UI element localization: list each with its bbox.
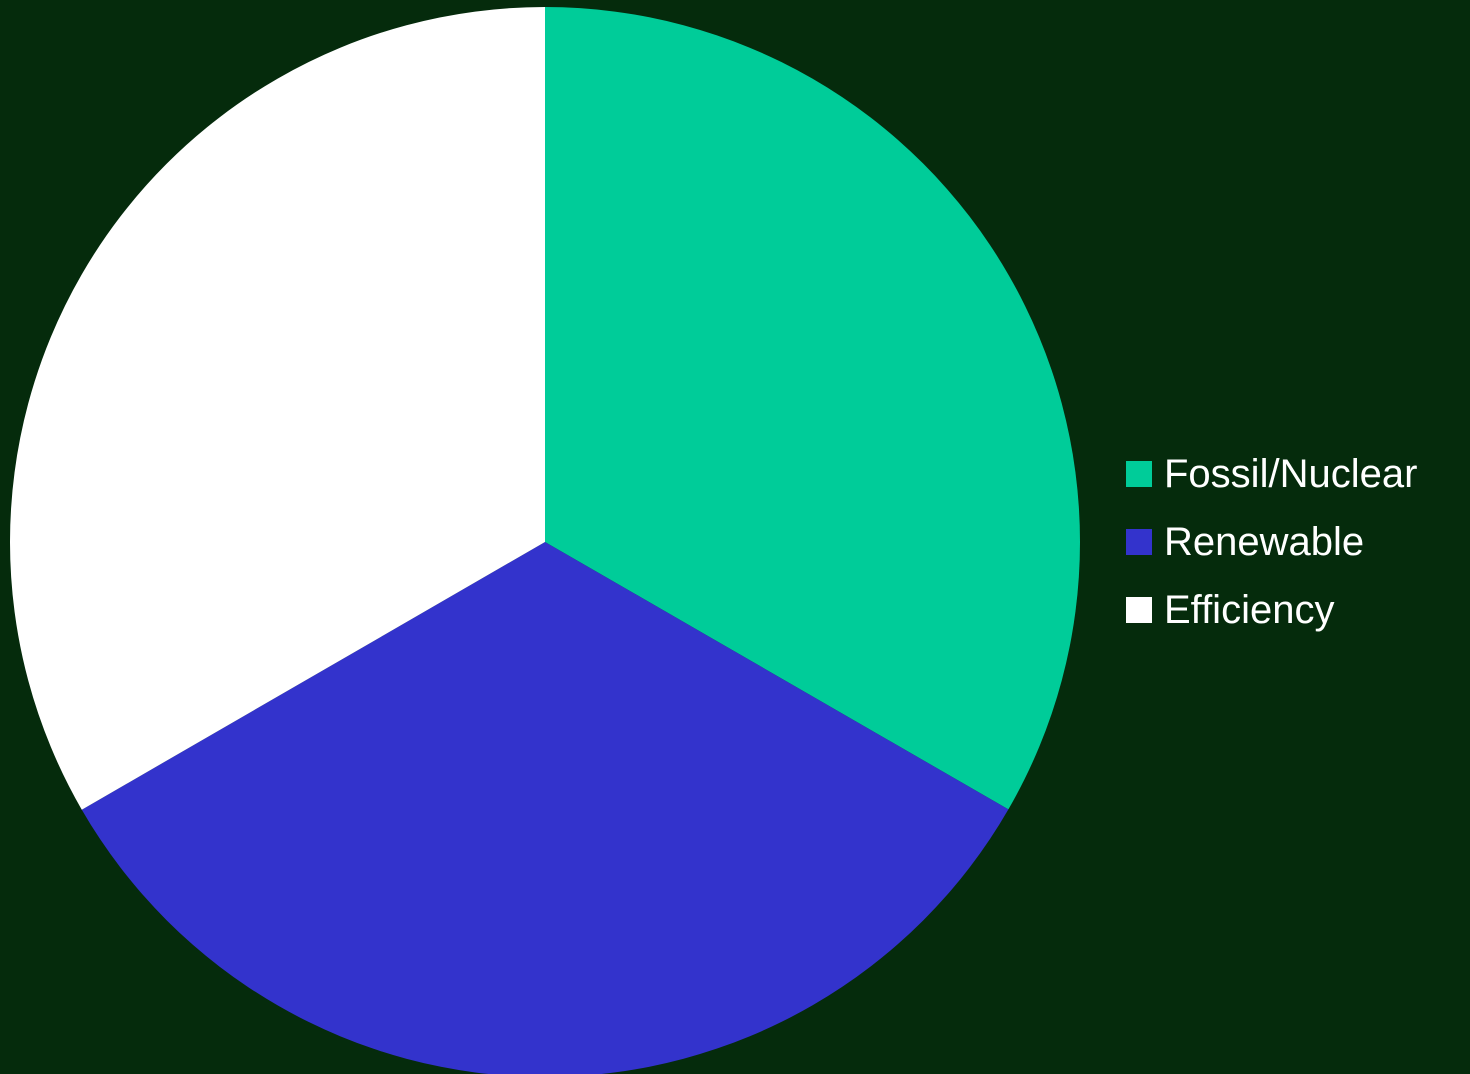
legend-item-fossil-nuclear: Fossil/Nuclear [1126, 440, 1417, 508]
legend-label-fossil-nuclear: Fossil/Nuclear [1164, 452, 1418, 496]
legend-swatch-efficiency [1126, 597, 1152, 623]
pie-slice-fossil-nuclear [545, 7, 1080, 810]
legend-swatch-renewable [1126, 529, 1152, 555]
legend-swatch-fossil-nuclear [1126, 461, 1152, 487]
pie-slice-efficiency [9, 7, 545, 810]
legend-item-efficiency: Efficiency [1126, 576, 1417, 644]
legend-label-renewable: Renewable [1164, 520, 1365, 564]
pie-slices [9, 7, 1080, 1074]
legend-item-renewable: Renewable [1126, 508, 1417, 576]
pie-slice-renewable [81, 542, 1009, 1074]
legend-label-efficiency: Efficiency [1164, 588, 1335, 632]
legend: Fossil/Nuclear Renewable Efficiency [1126, 440, 1417, 644]
